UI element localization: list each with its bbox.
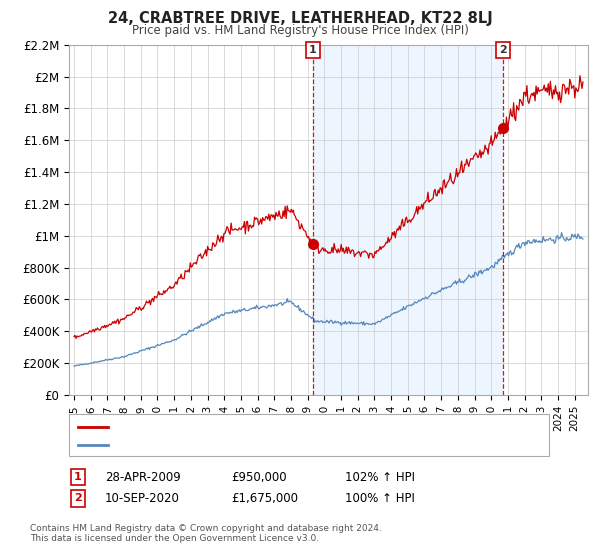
Text: 24, CRABTREE DRIVE, LEATHERHEAD, KT22 8LJ (detached house): 24, CRABTREE DRIVE, LEATHERHEAD, KT22 8L… <box>114 422 452 432</box>
Text: 2: 2 <box>499 45 507 55</box>
Text: 102% ↑ HPI: 102% ↑ HPI <box>345 470 415 484</box>
Text: Price paid vs. HM Land Registry's House Price Index (HPI): Price paid vs. HM Land Registry's House … <box>131 24 469 36</box>
Text: 1: 1 <box>309 45 317 55</box>
Text: 2: 2 <box>74 493 82 503</box>
Text: 28-APR-2009: 28-APR-2009 <box>105 470 181 484</box>
Text: 10-SEP-2020: 10-SEP-2020 <box>105 492 180 505</box>
Text: HPI: Average price, detached house, Mole Valley: HPI: Average price, detached house, Mole… <box>114 440 366 450</box>
Text: 1: 1 <box>74 472 82 482</box>
Text: 24, CRABTREE DRIVE, LEATHERHEAD, KT22 8LJ: 24, CRABTREE DRIVE, LEATHERHEAD, KT22 8L… <box>107 11 493 26</box>
Text: 100% ↑ HPI: 100% ↑ HPI <box>345 492 415 505</box>
Text: Contains HM Land Registry data © Crown copyright and database right 2024.
This d: Contains HM Land Registry data © Crown c… <box>30 524 382 543</box>
Text: £1,675,000: £1,675,000 <box>231 492 298 505</box>
Bar <box>313 45 503 395</box>
Text: £950,000: £950,000 <box>231 470 287 484</box>
